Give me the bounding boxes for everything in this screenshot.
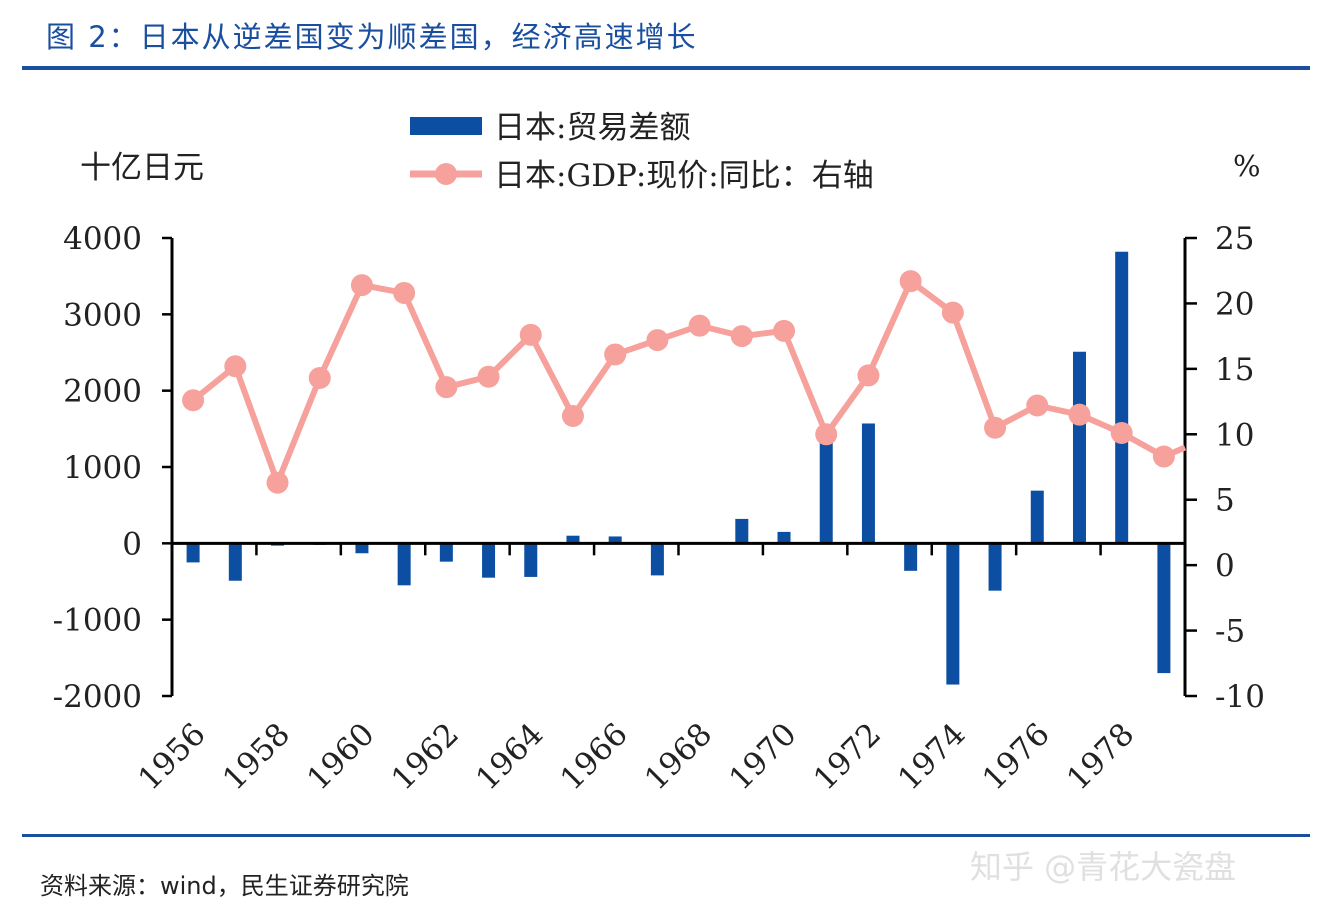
bar-1956	[186, 543, 200, 563]
left-tick-label: 4000	[63, 221, 142, 257]
gdp-point-1977	[1068, 403, 1091, 426]
bar-1974	[946, 543, 960, 685]
x-tick-label-1976: 1976	[976, 716, 1057, 797]
watermark: 知乎 @青花大瓷盘	[970, 848, 1237, 886]
bar-1978	[1115, 251, 1129, 544]
bar-1967	[650, 543, 664, 576]
bar-1970	[777, 531, 791, 544]
source-note: 资料来源：wind，民生证券研究院	[40, 872, 409, 900]
bar-1957	[228, 543, 242, 581]
x-tick-label-1968: 1968	[638, 716, 719, 797]
left-tick-label: -2000	[53, 679, 142, 715]
bar-1979	[1157, 543, 1171, 674]
legend-bar-swatch	[410, 117, 482, 135]
gdp-point-1969	[730, 325, 753, 348]
legend-label-gdp: 日本:GDP:现价:同比：右轴	[494, 158, 874, 194]
right-axis-unit: %	[1233, 149, 1261, 183]
x-tick-label-1958: 1958	[216, 716, 297, 797]
x-tick-label-1960: 1960	[300, 716, 381, 797]
gdp-point-1974	[941, 301, 964, 324]
gdp-point-1961	[393, 281, 416, 304]
title-divider	[22, 66, 1310, 70]
x-tick-label-1970: 1970	[722, 716, 803, 797]
left-tick-label: 3000	[63, 297, 142, 333]
chart-area: 日本:贸易差额 日本:GDP:现价:同比：右轴 十亿日元 % 4000 3000 2…	[53, 110, 1265, 797]
bar-1977	[1072, 351, 1086, 544]
bar-1975	[988, 543, 1002, 591]
gdp-point-1968	[688, 314, 711, 337]
x-tick-label-1956: 1956	[132, 716, 213, 797]
right-tick-label: 0	[1215, 548, 1235, 584]
gdp-point-1975	[984, 416, 1007, 439]
gdp-point-1966	[604, 343, 627, 366]
right-tick-label: -10	[1215, 679, 1265, 715]
right-tick-label: 10	[1215, 417, 1254, 453]
left-tick-label: -1000	[53, 603, 142, 639]
gdp-point-1972	[857, 364, 880, 387]
gdp-point-1958	[266, 471, 289, 494]
gdp-point-1978	[1110, 421, 1133, 444]
bar-1964	[524, 543, 538, 577]
bar-1961	[397, 543, 411, 586]
gdp-point-1964	[519, 323, 542, 346]
legend-line-marker	[435, 163, 457, 185]
bar-1973	[904, 543, 918, 571]
legend-label-trade: 日本:贸易差额	[494, 110, 690, 146]
left-tick-label: 0	[122, 526, 142, 562]
left-tick-label: 1000	[63, 450, 142, 486]
left-tick-label: 2000	[63, 374, 142, 410]
bar-1976	[1030, 490, 1044, 544]
gdp-point-1965	[561, 404, 584, 427]
bar-1972	[861, 423, 875, 544]
bar-1969	[735, 518, 749, 544]
bar-1965	[566, 535, 580, 544]
gdp-point-1967	[646, 329, 669, 352]
gdp-growth-line	[191, 278, 1187, 486]
gdp-point-1962	[435, 376, 458, 399]
bar-1962	[439, 543, 453, 562]
x-tick-label-1974: 1974	[891, 716, 972, 797]
gdp-point-1956	[182, 389, 205, 412]
gdp-point-1963	[477, 365, 500, 388]
x-tick-label-1972: 1972	[807, 716, 888, 797]
gdp-point-1957	[224, 355, 247, 378]
bar-1963	[482, 543, 496, 578]
x-tick-label-1964: 1964	[469, 716, 550, 797]
right-tick-label: -5	[1215, 614, 1245, 650]
right-tick-label: 5	[1215, 483, 1235, 519]
gdp-point-1970	[773, 319, 796, 342]
right-tick-label: 15	[1215, 352, 1254, 388]
gdp-point-1959	[308, 367, 331, 390]
gdp-point-1979	[1152, 445, 1175, 468]
footer-divider	[22, 834, 1310, 837]
gdp-point-1973	[899, 270, 922, 293]
x-tick-label-1962: 1962	[385, 716, 466, 797]
figure-title: 图 2：日本从逆差国变为顺差国，经济高速增长	[46, 20, 698, 54]
right-tick-label: 20	[1215, 286, 1254, 322]
left-axis-unit: 十亿日元	[80, 150, 204, 186]
gdp-point-1960	[350, 274, 373, 297]
bar-1966	[608, 536, 622, 544]
legend: 日本:贸易差额 日本:GDP:现价:同比：右轴	[410, 110, 874, 194]
right-tick-label: 25	[1215, 221, 1254, 257]
bar-1971	[819, 433, 833, 544]
gdp-point-1971	[815, 423, 838, 446]
x-tick-label-1978: 1978	[1060, 716, 1141, 797]
bar-1960	[355, 543, 369, 554]
x-tick-label-1966: 1966	[554, 716, 635, 797]
gdp-point-1976	[1026, 394, 1049, 417]
